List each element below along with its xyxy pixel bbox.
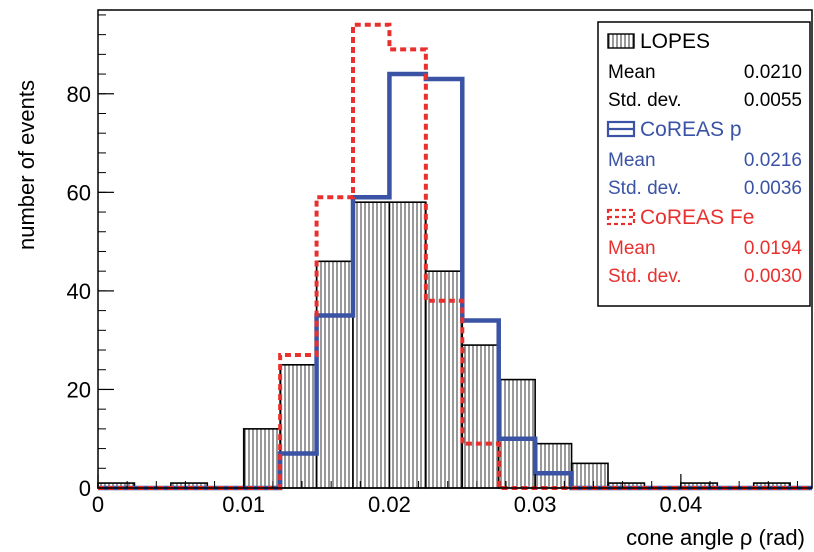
legend-stat-label: Mean <box>608 238 656 259</box>
x-tick-label: 0 <box>92 492 104 517</box>
y-tick-label: 0 <box>79 476 91 501</box>
lopes-bar <box>570 462 609 489</box>
lopes-bar <box>497 378 536 489</box>
x-axis-title: cone angle ρ (rad) <box>626 525 805 550</box>
legend-stat-label: Mean <box>608 150 656 171</box>
plot-frame <box>97 9 813 489</box>
lopes-bar <box>425 270 464 489</box>
lopes-bar <box>352 201 391 489</box>
legend-stat-label: Mean <box>608 62 656 83</box>
y-tick-label: 60 <box>67 180 91 205</box>
y-tick-label: 40 <box>67 279 91 304</box>
x-tick-label: 0.04 <box>659 492 702 517</box>
y-tick-label: 20 <box>67 377 91 402</box>
lopes-bar <box>388 201 427 489</box>
legend-stat-label: Std. dev. <box>608 178 682 199</box>
lopes-bar <box>279 364 318 489</box>
y-axis-title: number of events <box>14 80 39 250</box>
legend-box <box>597 21 811 307</box>
lopes-bar <box>242 428 281 489</box>
legend-stat-value: 0.0055 <box>744 90 802 111</box>
lopes-bar <box>534 442 573 489</box>
lopes-bar <box>315 260 354 489</box>
legend-stat-value: 0.0030 <box>744 266 802 287</box>
legend-symbol-lopes <box>607 33 635 49</box>
legend-stat-label: Std. dev. <box>608 266 682 287</box>
legend-stat-label: Std. dev. <box>608 90 682 111</box>
legend-stat-value: 0.0194 <box>744 238 803 259</box>
legend-stat-value: 0.0216 <box>744 150 802 171</box>
legend-series-name: LOPES <box>640 30 710 53</box>
y-tick-label: 80 <box>67 82 91 107</box>
axes: 0 0.01 0.02 0.03 0.04 0 20 40 60 80 <box>67 9 813 517</box>
legend-series-name: CoREAS Fe <box>640 206 754 229</box>
legend-series-name: CoREAS p <box>640 118 742 141</box>
legend-stat-value: 0.0210 <box>744 62 802 83</box>
legend-stat-value: 0.0036 <box>744 178 802 199</box>
x-tick-label: 0.03 <box>514 492 557 517</box>
lopes-bar <box>461 344 500 489</box>
x-tick-label: 0.01 <box>222 492 265 517</box>
plot-area <box>97 22 812 491</box>
x-tick-label: 0.02 <box>368 492 411 517</box>
